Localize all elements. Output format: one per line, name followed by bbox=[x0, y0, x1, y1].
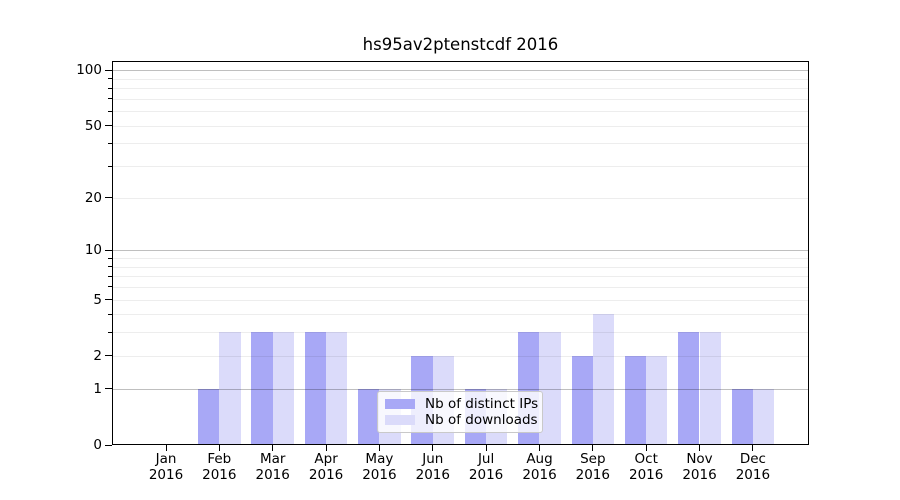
chart-title: hs95av2ptenstcdf 2016 bbox=[362, 35, 559, 54]
bar-nb-of-downloads-sep-2016 bbox=[592, 314, 615, 445]
gridline-minor-80 bbox=[112, 88, 809, 89]
bar-nb-of-distinct-ips-oct-2016 bbox=[624, 355, 647, 445]
x-tick-feb-2016 bbox=[218, 445, 220, 451]
bar-nb-of-distinct-ips-sep-2016 bbox=[571, 355, 593, 445]
x-tick-label-dec-2016: Dec 2016 bbox=[735, 451, 771, 483]
y-minor-tick-30 bbox=[108, 165, 112, 167]
plot-area bbox=[112, 61, 809, 445]
y-minor-tick-40 bbox=[108, 142, 112, 144]
x-tick-label-feb-2016: Feb 2016 bbox=[202, 451, 237, 483]
x-tick-may-2016 bbox=[378, 445, 380, 451]
legend-label-downloads: Nb of downloads bbox=[425, 412, 538, 428]
gridline-major-100 bbox=[112, 70, 809, 72]
gridline-minor-20 bbox=[112, 197, 809, 199]
x-tick-jan-2016 bbox=[165, 445, 167, 451]
gridline-minor-4 bbox=[112, 314, 809, 316]
x-tick-oct-2016 bbox=[645, 445, 647, 451]
x-tick-aug-2016 bbox=[539, 445, 540, 451]
y-tick-label-2: 2 bbox=[93, 347, 102, 364]
x-tick-label-nov-2016: Nov 2016 bbox=[682, 451, 717, 483]
legend: Nb of distinct IPs Nb of downloads bbox=[377, 391, 543, 433]
x-tick-label-aug-2016: Aug 2016 bbox=[522, 451, 557, 483]
x-tick-label-jun-2016: Jun 2016 bbox=[415, 451, 450, 483]
y-tick-20 bbox=[105, 197, 112, 199]
y-tick-label-10: 10 bbox=[84, 242, 102, 259]
y-tick-label-20: 20 bbox=[84, 189, 102, 206]
bar-nb-of-distinct-ips-apr-2016 bbox=[304, 332, 327, 445]
y-tick-label-0: 0 bbox=[93, 437, 102, 453]
y-minor-tick-60 bbox=[108, 110, 112, 112]
gridline-minor-70 bbox=[112, 98, 809, 100]
gridline-minor-7 bbox=[112, 276, 809, 278]
legend-swatch-distinct-ips bbox=[385, 399, 415, 409]
x-tick-nov-2016 bbox=[699, 445, 700, 451]
gridline-minor-30 bbox=[112, 166, 809, 168]
y-tick-50 bbox=[105, 125, 112, 127]
x-tick-dec-2016 bbox=[752, 445, 754, 451]
bar-nb-of-downloads-mar-2016 bbox=[272, 332, 294, 445]
x-tick-apr-2016 bbox=[325, 445, 327, 451]
gridline-minor-8 bbox=[112, 266, 809, 268]
y-tick-label-5: 5 bbox=[93, 291, 102, 308]
y-tick-label-1: 1 bbox=[93, 380, 102, 397]
y-tick-1 bbox=[105, 388, 112, 390]
x-tick-label-jul-2016: Jul 2016 bbox=[468, 451, 504, 483]
gridline-minor-50 bbox=[112, 125, 809, 127]
bar-nb-of-distinct-ips-dec-2016 bbox=[731, 388, 753, 445]
gridline-minor-60 bbox=[112, 111, 809, 113]
x-tick-label-mar-2016: Mar 2016 bbox=[255, 451, 290, 483]
bar-nb-of-downloads-aug-2016 bbox=[539, 332, 561, 445]
bar-nb-of-downloads-oct-2016 bbox=[646, 355, 668, 445]
bar-nb-of-downloads-feb-2016 bbox=[219, 332, 241, 445]
x-tick-jun-2016 bbox=[432, 445, 434, 451]
y-minor-tick-7 bbox=[108, 275, 112, 277]
gridline-minor-40 bbox=[112, 143, 809, 145]
y-minor-tick-8 bbox=[108, 266, 112, 267]
x-tick-sep-2016 bbox=[592, 445, 594, 451]
gridline-major-10 bbox=[112, 250, 809, 252]
bar-nb-of-downloads-dec-2016 bbox=[752, 388, 775, 445]
legend-label-distinct-ips: Nb of distinct IPs bbox=[425, 396, 539, 412]
x-tick-label-may-2016: May 2016 bbox=[362, 451, 397, 483]
bar-nb-of-distinct-ips-nov-2016 bbox=[678, 332, 700, 445]
legend-item-distinct-ips: Nb of distinct IPs bbox=[385, 396, 539, 412]
y-tick-100 bbox=[105, 69, 112, 71]
gridline-minor-5 bbox=[112, 299, 809, 301]
y-tick-0 bbox=[105, 444, 112, 446]
y-minor-tick-3 bbox=[108, 331, 112, 333]
legend-item-downloads: Nb of downloads bbox=[385, 412, 538, 428]
y-minor-tick-80 bbox=[108, 87, 112, 89]
gridline-minor-90 bbox=[112, 78, 809, 80]
x-tick-label-jan-2016: Jan 2016 bbox=[148, 451, 184, 483]
y-minor-tick-6 bbox=[108, 286, 112, 288]
bar-nb-of-distinct-ips-feb-2016 bbox=[198, 388, 220, 445]
x-tick-label-apr-2016: Apr 2016 bbox=[308, 451, 344, 483]
y-tick-5 bbox=[105, 299, 112, 300]
bar-nb-of-distinct-ips-may-2016 bbox=[358, 388, 380, 445]
gridline-minor-6 bbox=[112, 286, 809, 288]
legend-swatch-downloads bbox=[385, 415, 415, 425]
gridline-minor-9 bbox=[112, 258, 809, 259]
y-minor-tick-70 bbox=[108, 98, 112, 100]
y-minor-tick-90 bbox=[108, 78, 112, 80]
bar-nb-of-downloads-apr-2016 bbox=[326, 332, 348, 445]
y-tick-10 bbox=[105, 249, 112, 251]
x-tick-jul-2016 bbox=[485, 445, 487, 451]
y-tick-label-100: 100 bbox=[76, 62, 102, 79]
bar-nb-of-downloads-nov-2016 bbox=[699, 332, 721, 445]
y-tick-label-50: 50 bbox=[84, 117, 102, 134]
x-tick-mar-2016 bbox=[272, 445, 274, 451]
y-tick-2 bbox=[105, 355, 112, 357]
bar-nb-of-distinct-ips-mar-2016 bbox=[251, 332, 273, 445]
x-tick-label-oct-2016: Oct 2016 bbox=[629, 451, 664, 483]
y-minor-tick-9 bbox=[108, 257, 112, 259]
x-tick-label-sep-2016: Sep 2016 bbox=[575, 451, 610, 483]
y-minor-tick-4 bbox=[108, 313, 112, 315]
